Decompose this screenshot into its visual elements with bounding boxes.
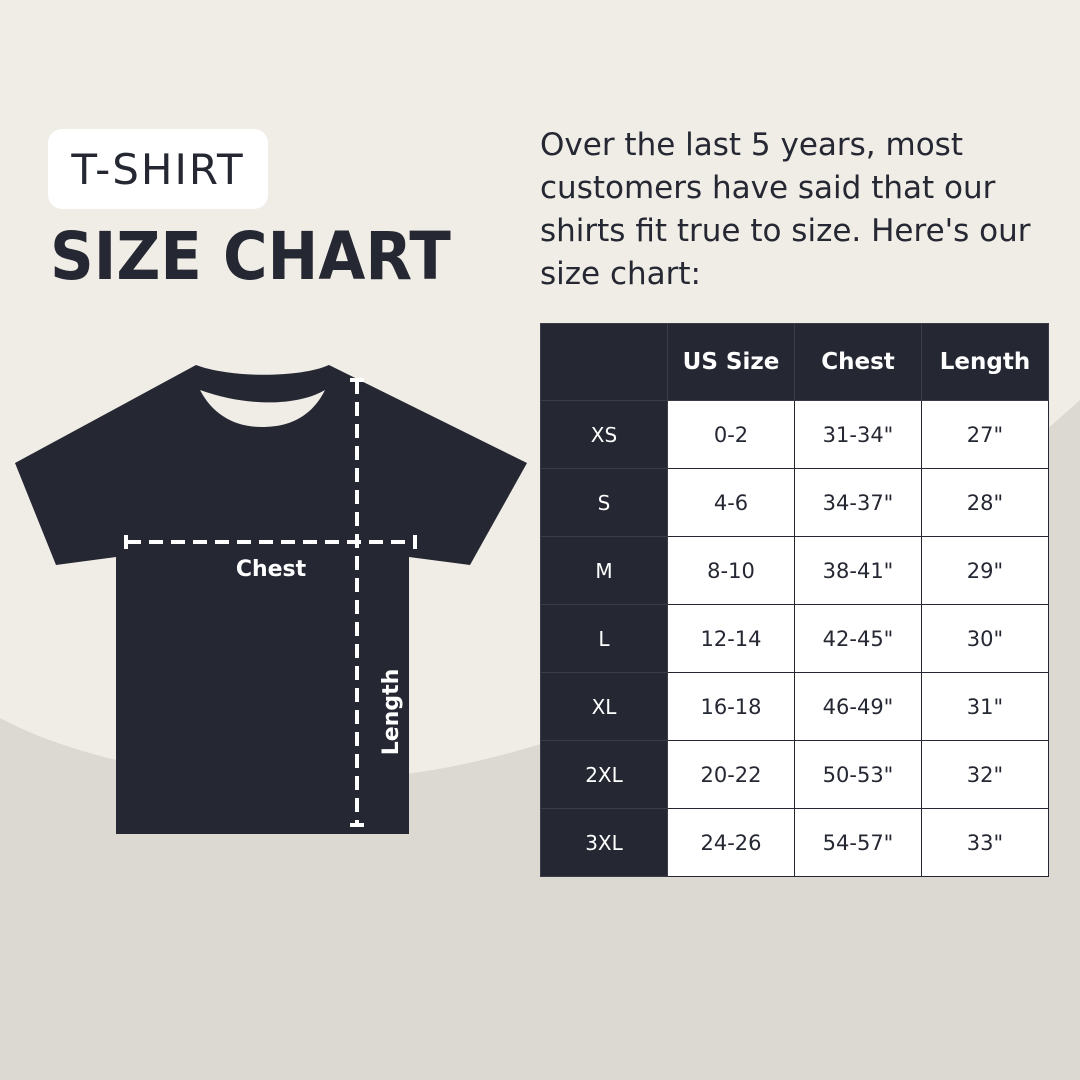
table-row: S 4-6 34-37" 28": [540, 468, 1049, 537]
table-cell: 28": [921, 468, 1049, 537]
table-row: L 12-14 42-45" 30": [540, 604, 1049, 673]
table-cell: 54-57": [794, 808, 922, 877]
table-cell: 31-34": [794, 400, 922, 469]
size-table: US Size Chest Length XS 0-2 31-34" 27" S 4-6 34-…: [540, 323, 1049, 877]
chest-measure-line: [124, 535, 417, 549]
description: Over the last 5 years, most customers ha…: [540, 127, 1031, 292]
t-shirt-badge: T-SHIRT: [48, 129, 268, 209]
table-cell: 34-37": [794, 468, 922, 537]
size-label: 3XL: [540, 808, 668, 877]
table-cell: 16-18: [667, 672, 795, 741]
table-cell: 24-26: [667, 808, 795, 877]
table-row: XS 0-2 31-34" 27": [540, 400, 1049, 469]
length-measure-line: [350, 378, 364, 827]
size-label: 2XL: [540, 740, 668, 809]
column-header: Chest: [794, 323, 922, 401]
table-cell: 38-41": [794, 536, 922, 605]
table-row: 2XL 20-22 50-53" 32": [540, 740, 1049, 809]
page-title: SIZE CHART: [50, 218, 451, 295]
table-cell: 33": [921, 808, 1049, 877]
size-label: L: [540, 604, 668, 673]
column-header: US Size: [667, 323, 795, 401]
table-cell: 32": [921, 740, 1049, 809]
table-header-row: US Size Chest Length: [540, 323, 1049, 401]
table-cell: 30": [921, 604, 1049, 673]
size-label: XS: [540, 400, 668, 469]
table-cell: 20-22: [667, 740, 795, 809]
length-label: Length: [379, 669, 404, 756]
table-cell: 8-10: [667, 536, 795, 605]
table-cell: 50-53": [794, 740, 922, 809]
column-header: Length: [921, 323, 1049, 401]
table-cell: 12-14: [667, 604, 795, 673]
column-header: [540, 323, 668, 401]
table-cell: 31": [921, 672, 1049, 741]
table-row: M 8-10 38-41" 29": [540, 536, 1049, 605]
table-row: 3XL 24-26 54-57" 33": [540, 808, 1049, 877]
table-row: XL 16-18 46-49" 31": [540, 672, 1049, 741]
size-label: S: [540, 468, 668, 537]
size-label: M: [540, 536, 668, 605]
table-cell: 0-2: [667, 400, 795, 469]
table-cell: 46-49": [794, 672, 922, 741]
table-cell: 4-6: [667, 468, 795, 537]
table-cell: 27": [921, 400, 1049, 469]
size-label: XL: [540, 672, 668, 741]
chest-label: Chest: [236, 557, 307, 582]
table-cell: 42-45": [794, 604, 922, 673]
table-cell: 29": [921, 536, 1049, 605]
t-shirt-icon: Chest Length: [15, 365, 527, 834]
